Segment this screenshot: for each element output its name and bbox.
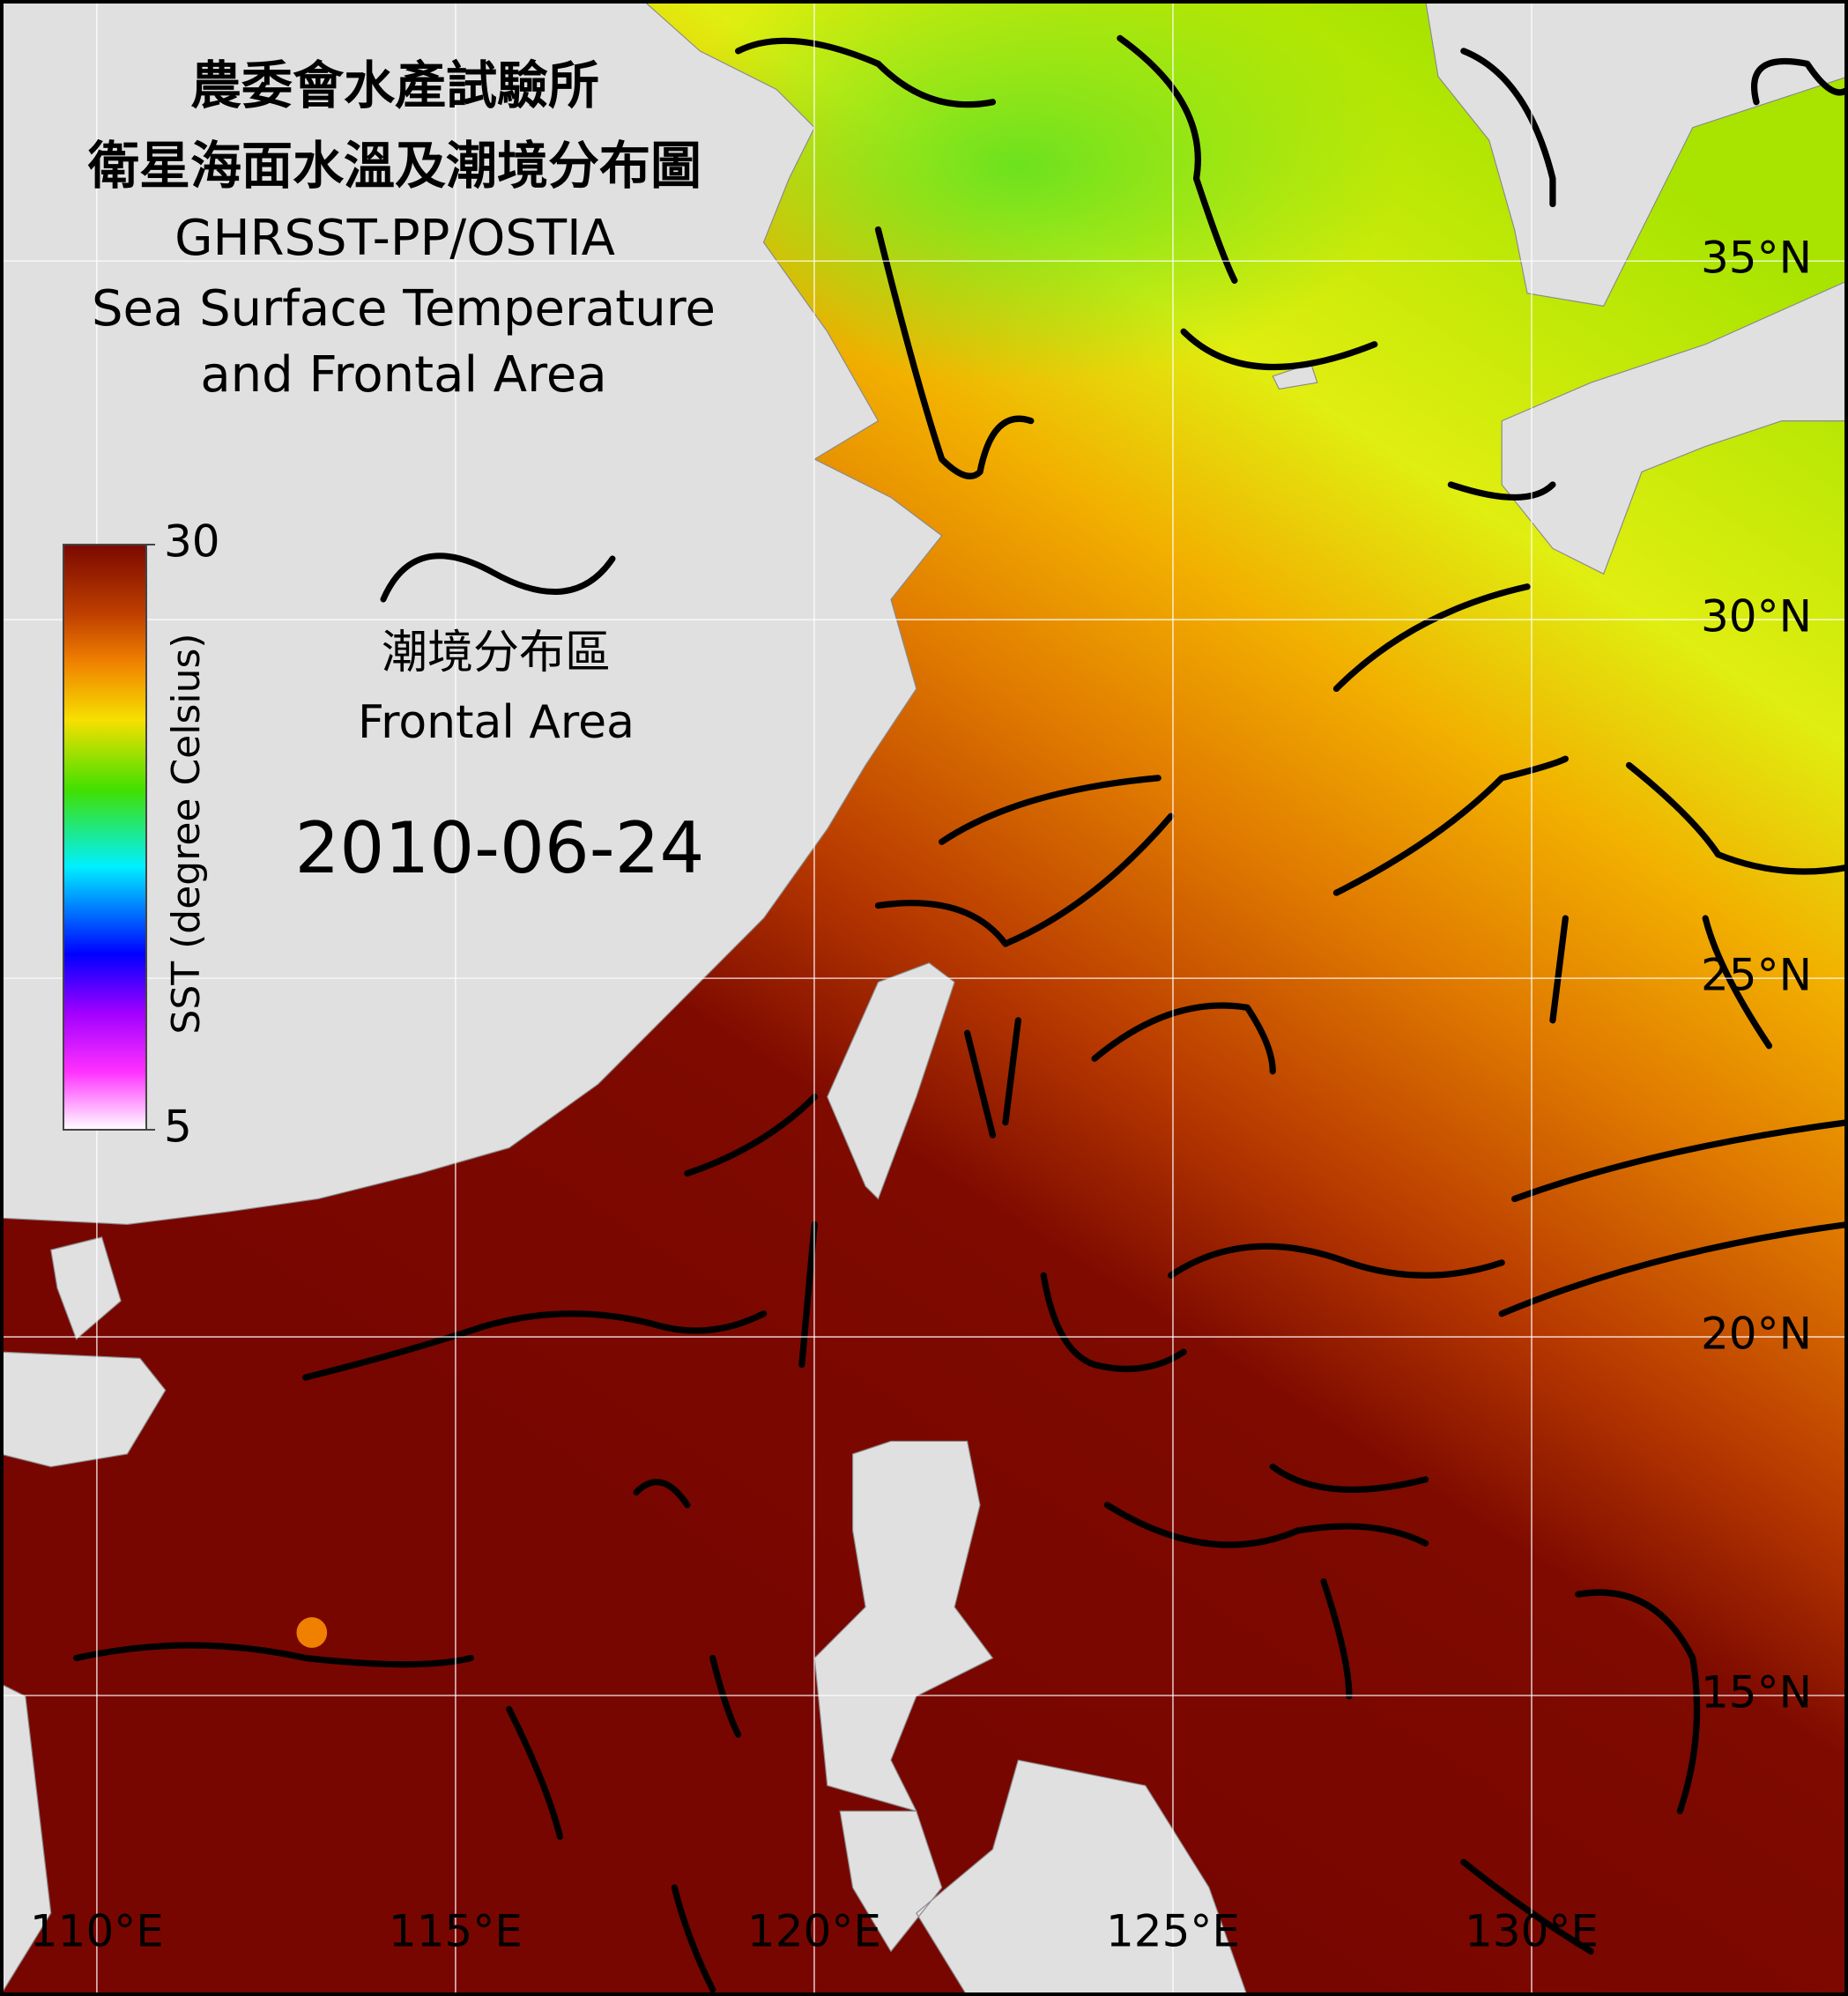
front [1002, 1017, 1021, 1126]
front [1460, 1859, 1594, 1955]
lat-label: 30°N [1701, 591, 1812, 642]
front [1575, 1589, 1701, 1814]
front [1103, 1502, 1429, 1548]
legend-label: Frontal Area [358, 696, 635, 749]
front [1168, 1243, 1505, 1279]
front [939, 775, 1161, 845]
lon-label: 130°E [1465, 1906, 1599, 1957]
land-vietnam [0, 1682, 52, 1996]
map-date: 2010-06-24 [295, 807, 705, 889]
front [73, 1642, 474, 1668]
front [798, 1221, 818, 1369]
land-visayas [839, 1759, 1248, 1996]
front [709, 1654, 742, 1738]
front [633, 1479, 691, 1509]
land-luzon [813, 1440, 994, 1813]
front [735, 37, 997, 108]
front [1702, 915, 1773, 1050]
title-line: 衛星海面水溫及潮境分布圖 [87, 136, 701, 196]
front [671, 1884, 716, 1993]
land-china [0, 0, 943, 1225]
front [506, 1705, 564, 1840]
colorbar-tick-label: 30 [164, 516, 220, 568]
cool-water [636, 0, 1400, 383]
front [1117, 34, 1238, 285]
land-japan [1501, 279, 1848, 575]
frontal-lines [73, 34, 1848, 1993]
front [1332, 583, 1531, 693]
front [1510, 1119, 1848, 1203]
front [301, 1310, 768, 1381]
front [1180, 328, 1378, 371]
legend-symbol [380, 553, 616, 603]
colorbar [63, 544, 147, 1131]
lat-label: 20°N [1701, 1309, 1812, 1360]
front [1549, 915, 1569, 1024]
front [1091, 1002, 1276, 1075]
front [1751, 57, 1848, 106]
warm-spot [296, 1617, 328, 1648]
colorbar-ticks: 5 30 [146, 516, 220, 1153]
lon-label: 115°E [389, 1906, 523, 1957]
front [1460, 48, 1556, 208]
front [1040, 1272, 1187, 1373]
lon-label: 110°E [30, 1906, 164, 1957]
front [1498, 1221, 1848, 1317]
front [1447, 481, 1556, 501]
title-line: Sea Surface Temperature [92, 280, 716, 338]
lat-label: 25°N [1701, 950, 1812, 1001]
front [1320, 1578, 1353, 1700]
lon-label: 120°E [747, 1906, 881, 1957]
title-line: and Frontal Area [200, 346, 606, 404]
front [874, 226, 1035, 479]
colorbar-label: SST (degree Celsius) [164, 633, 209, 1034]
title-line: GHRSST-PP/OSTIA [174, 210, 615, 267]
land-leizhou [50, 1236, 122, 1340]
front [1269, 1463, 1429, 1494]
front [1332, 755, 1569, 896]
colorbar-tick-label: 5 [164, 1102, 192, 1153]
front [684, 1094, 818, 1177]
front [963, 1029, 997, 1139]
title-line: 農委會水產試驗所 [190, 56, 599, 115]
lat-label: 35°N [1701, 233, 1812, 284]
legend-label: 潮境分布區 [382, 627, 611, 679]
front [874, 812, 1175, 947]
lat-label: 15°N [1701, 1666, 1812, 1718]
land-hainan [0, 1351, 167, 1467]
front [1625, 761, 1848, 875]
lon-label: 125°E [1106, 1906, 1240, 1957]
